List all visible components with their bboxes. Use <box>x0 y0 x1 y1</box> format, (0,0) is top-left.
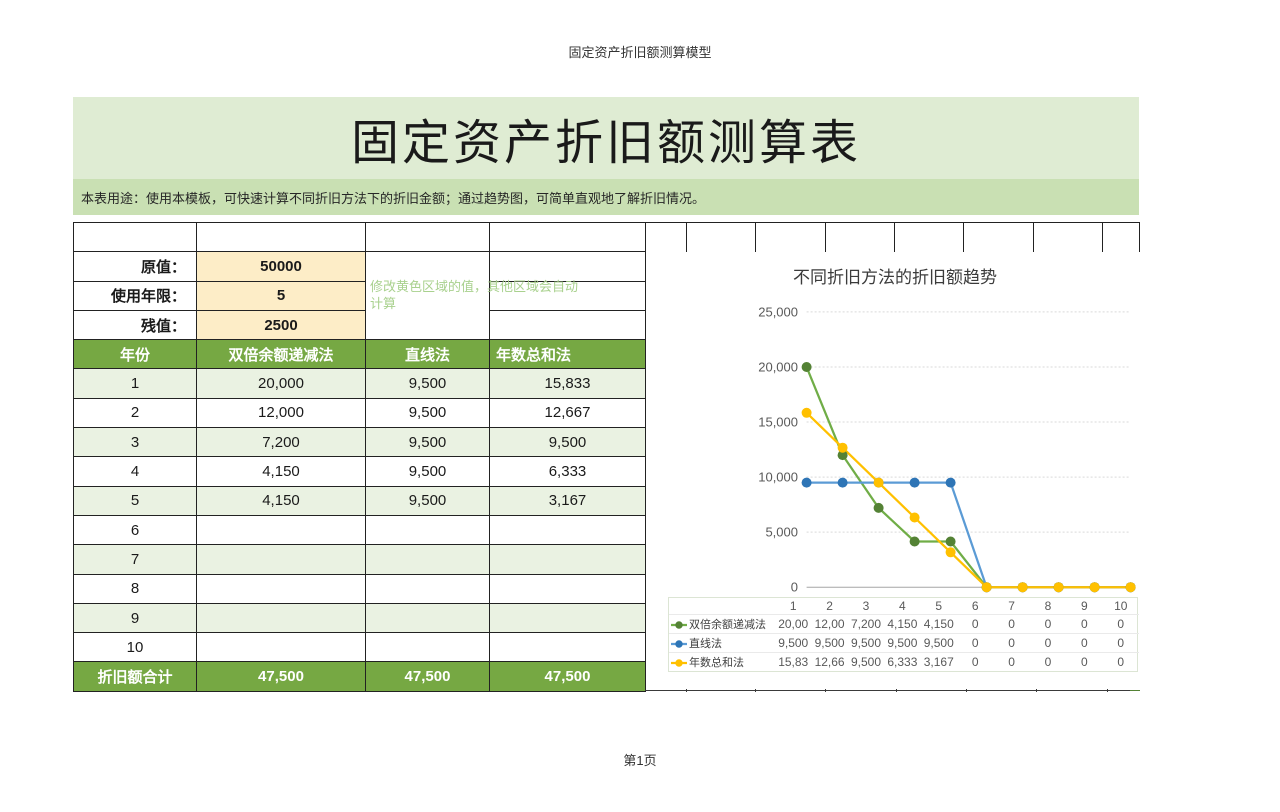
svg-text:0: 0 <box>791 580 798 595</box>
svg-text:20,000: 20,000 <box>758 360 798 375</box>
svg-text:10,000: 10,000 <box>758 470 798 485</box>
svg-text:5,000: 5,000 <box>765 525 798 540</box>
svg-text:15,000: 15,000 <box>758 415 798 430</box>
svg-text:不同折旧方法的折旧额趋势: 不同折旧方法的折旧额趋势 <box>793 268 997 287</box>
svg-text:25,000: 25,000 <box>758 305 798 320</box>
